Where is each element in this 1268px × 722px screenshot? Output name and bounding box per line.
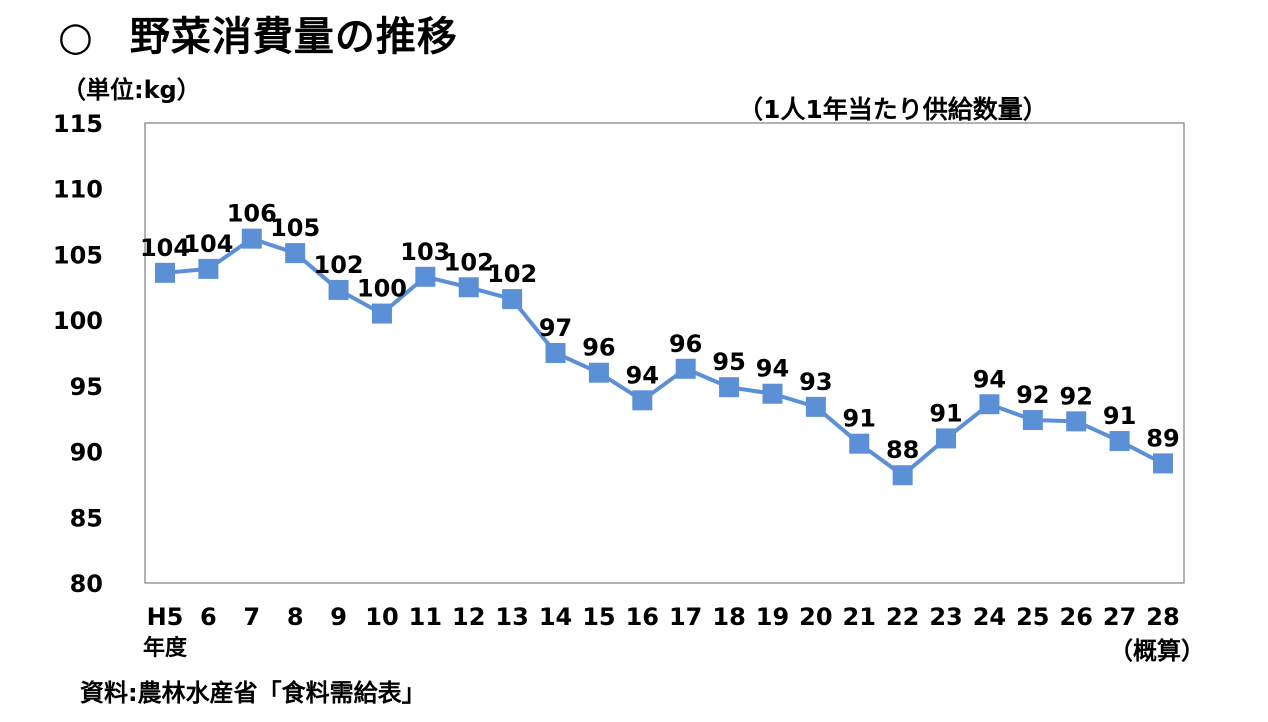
circle-icon: ○ [58,14,94,60]
data-point-marker [1022,410,1043,431]
data-label: 94 [756,355,789,383]
data-label: 95 [712,348,745,376]
data-label: 92 [1060,382,1093,410]
data-label: 89 [1146,424,1179,452]
data-point-marker [241,228,262,249]
data-label: 94 [626,361,659,389]
x-tick-label: 11 [409,603,442,631]
y-tick-label: 85 [70,504,103,532]
data-point-marker [371,303,392,324]
data-point-marker [545,343,566,363]
x-tick-label: 20 [799,603,832,631]
data-label: 104 [140,234,190,262]
data-label: 105 [270,214,320,242]
page-title-text: 野菜消費量の推移 [129,14,458,60]
data-label: 91 [843,405,876,433]
data-point-marker [415,266,436,287]
x-tick-label: 8 [287,603,304,631]
data-point-marker [328,279,349,300]
plot-area-frame [144,122,1185,584]
data-label: 88 [886,436,919,464]
x-tick-label: 15 [582,603,615,631]
data-point-marker [502,289,523,310]
data-label: 96 [669,330,702,358]
y-tick-label: 110 [53,176,103,204]
y-tick-label: 115 [53,110,103,138]
data-label: 96 [582,334,615,362]
chart-subtitle: （1人1年当たり供給数量） [738,95,1048,124]
x-tick-label: 28 [1146,603,1179,631]
x-tick-label: 27 [1103,603,1136,631]
x-tick-label: 22 [886,603,919,631]
unit-label: （単位:kg） [62,76,201,104]
data-point-marker [936,428,957,449]
x-tick-label: 10 [365,603,398,631]
x-tick-label: 14 [539,603,572,631]
data-point-marker [1153,453,1173,474]
data-point-marker [198,258,219,279]
x-tick-label: H5 [147,603,184,631]
x-tick-label: 19 [756,603,789,631]
y-tick-label: 95 [70,373,103,401]
data-point-marker [979,394,1000,415]
x-tick-label: 24 [973,603,1006,631]
data-label: 91 [1103,402,1136,430]
data-point-marker [458,277,479,298]
page-title: ○ 野菜消費量の推移 [58,4,458,62]
x-tick-label: 17 [669,603,702,631]
y-tick-label: 105 [53,241,103,269]
data-point-marker [762,383,783,404]
data-label: 104 [183,230,233,258]
x-tick-label: 7 [243,603,260,631]
data-point-marker [1066,411,1087,432]
y-tick-label: 90 [70,439,103,467]
data-label: 93 [799,368,832,396]
data-label: 92 [1016,381,1049,409]
data-label: 91 [929,399,962,427]
y-tick-label: 100 [53,307,103,335]
data-point-marker [155,262,175,283]
x-tick-label: 6 [200,603,217,631]
y-tick-label: 80 [70,570,103,598]
data-point-marker [805,396,826,417]
data-point-marker [588,362,609,383]
x-tick-label: 16 [626,603,659,631]
x-sub-label-last: （概算） [1109,637,1205,665]
data-label: 102 [487,260,537,288]
data-label: 100 [357,275,407,303]
data-point-marker [285,243,306,264]
source-note: 資料:農林水産省「食料需給表」 [80,679,426,707]
data-point-marker [719,377,740,398]
data-point-marker [1109,431,1130,452]
data-point-marker [675,358,696,379]
data-label: 97 [539,314,572,342]
data-label: 102 [314,251,364,279]
x-tick-label: 23 [929,603,962,631]
x-sub-label-first: 年度 [143,635,188,661]
data-label: 103 [400,238,450,266]
data-point-marker [892,465,913,486]
x-tick-label: 9 [330,603,347,631]
x-tick-label: 26 [1060,603,1093,631]
x-tick-label: 13 [495,603,528,631]
data-label: 102 [444,248,494,276]
x-tick-label: 18 [712,603,745,631]
x-tick-label: 12 [452,603,485,631]
data-label: 106 [227,200,277,228]
data-label: 94 [973,365,1006,393]
data-point-marker [849,433,870,454]
x-tick-label: 21 [843,603,876,631]
x-tick-label: 25 [1016,603,1049,631]
data-point-marker [632,390,653,411]
